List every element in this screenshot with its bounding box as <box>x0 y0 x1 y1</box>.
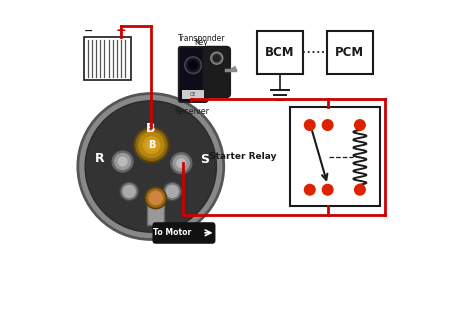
Bar <box>327 31 373 74</box>
Circle shape <box>169 151 193 175</box>
FancyBboxPatch shape <box>153 222 216 244</box>
Circle shape <box>189 61 197 70</box>
Circle shape <box>355 120 365 130</box>
Circle shape <box>149 191 163 205</box>
Text: +: + <box>115 24 126 37</box>
Text: S: S <box>201 154 210 166</box>
Circle shape <box>177 159 186 167</box>
Circle shape <box>87 102 215 231</box>
Circle shape <box>185 57 201 74</box>
Circle shape <box>78 94 224 239</box>
Bar <box>147 191 164 224</box>
Circle shape <box>304 120 315 130</box>
Circle shape <box>147 140 156 150</box>
Circle shape <box>322 184 333 195</box>
Text: Starter Relay: Starter Relay <box>210 152 277 161</box>
Circle shape <box>166 185 178 197</box>
Circle shape <box>115 154 130 169</box>
Bar <box>257 31 303 74</box>
Circle shape <box>134 128 169 162</box>
Bar <box>182 90 204 99</box>
Circle shape <box>355 184 365 195</box>
Text: B: B <box>146 122 155 135</box>
Circle shape <box>85 101 217 232</box>
Text: PCM: PCM <box>335 46 365 59</box>
Text: Transponder: Transponder <box>178 34 225 43</box>
Circle shape <box>145 187 166 208</box>
Circle shape <box>143 137 160 153</box>
Text: R: R <box>95 152 104 165</box>
Text: BCM: BCM <box>265 46 295 59</box>
Circle shape <box>213 55 220 62</box>
Circle shape <box>118 157 127 166</box>
Circle shape <box>173 155 189 171</box>
Circle shape <box>120 182 138 201</box>
FancyBboxPatch shape <box>179 47 208 102</box>
Circle shape <box>139 132 164 158</box>
Circle shape <box>304 184 315 195</box>
Circle shape <box>110 150 135 173</box>
FancyBboxPatch shape <box>203 47 230 98</box>
Text: CE: CE <box>190 92 196 97</box>
Text: −: − <box>83 26 93 36</box>
Bar <box>84 37 131 80</box>
Text: B: B <box>148 140 155 150</box>
Text: Receiver: Receiver <box>174 108 209 117</box>
Text: Key: Key <box>194 38 208 47</box>
Circle shape <box>123 185 135 197</box>
Circle shape <box>211 52 223 64</box>
Circle shape <box>322 120 333 130</box>
Circle shape <box>163 182 182 201</box>
Bar <box>290 107 380 206</box>
Text: To Motor: To Motor <box>153 228 191 237</box>
